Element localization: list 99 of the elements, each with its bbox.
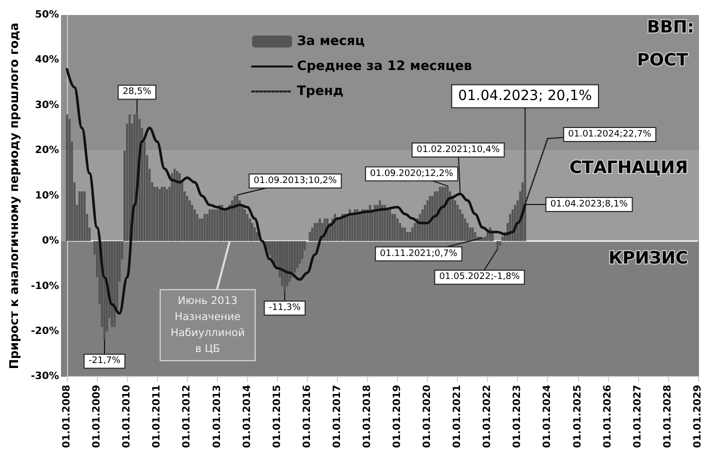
bar (314, 223, 316, 242)
y-tick-label: -30% (30, 371, 59, 382)
bar (396, 218, 399, 242)
bar (194, 209, 196, 242)
bar (274, 241, 276, 264)
y-tick-label: 30% (35, 100, 59, 111)
x-tick-label: 01.01.2014 (242, 384, 253, 448)
y-tick-label: 0% (42, 236, 59, 247)
annotation: 01.01.2024;22,7% (568, 129, 652, 140)
bar (394, 214, 396, 242)
bar (153, 186, 156, 242)
x-tick-label: 01.01.2023 (512, 384, 524, 448)
x-tick-label: 01.01.2025 (572, 384, 584, 448)
bar (456, 204, 459, 242)
bar (248, 218, 251, 242)
x-tick-label: 01.01.2029 (692, 384, 703, 448)
bar (66, 114, 68, 242)
annotation: 01.04.2023;8,1% (550, 199, 628, 210)
bar (156, 186, 158, 242)
annotation: Июнь 2013 Назначение Набиуллиной в ЦБ (170, 295, 245, 356)
annotation: 01.09.2013;10,2% (254, 176, 338, 186)
bar (351, 214, 354, 242)
bar (341, 214, 344, 242)
annotation: ВВП: (647, 18, 694, 38)
y-tick-label: -10% (30, 280, 59, 292)
x-tick-label: 01.01.2011 (152, 384, 163, 448)
bar (83, 191, 86, 242)
y-tick-label: 40% (35, 54, 59, 66)
bar (284, 241, 286, 292)
annotation: 01.09.2020;12,2% (370, 168, 454, 179)
x-tick-label: 01.01.2027 (632, 384, 644, 448)
bar (246, 214, 248, 242)
bar (391, 214, 394, 242)
bar (371, 209, 374, 242)
y-tick-label: 10% (35, 190, 59, 202)
bar (188, 200, 191, 242)
band-label: СТАГНАЦИЯ (569, 158, 688, 178)
bar (498, 241, 502, 246)
bar (78, 191, 81, 242)
legend-label: За месяц (297, 34, 366, 49)
x-tick-label: 01.01.2012 (182, 384, 193, 448)
band-label: РОСТ (637, 50, 688, 70)
bar (388, 209, 392, 242)
bar (166, 189, 168, 242)
annotation: 01.05.2022;-1,8% (439, 272, 520, 282)
x-tick-label: 01.01.2022 (482, 384, 494, 448)
annotation: 01.02.2021;10,4% (416, 145, 500, 156)
x-tick-label: 01.01.2018 (362, 384, 373, 448)
bar (186, 196, 188, 242)
bar (204, 214, 206, 242)
band-label: КРИЗИС (608, 248, 688, 269)
bar (346, 214, 348, 242)
annotation: 01.11.2021;0,7% (380, 248, 458, 259)
bar (231, 200, 234, 242)
bar (198, 218, 201, 242)
bar (163, 186, 166, 242)
bar (160, 186, 164, 242)
x-tick-label: 01.01.2016 (302, 384, 313, 448)
x-tick-label: 01.01.2019 (392, 384, 404, 448)
annotation: -11,3% (268, 303, 302, 314)
legend-label: Тренд (297, 84, 344, 99)
bar (191, 204, 194, 242)
y-axis-title: Прирост к аналогичному периоду прошлого года (7, 22, 21, 370)
x-tick-label: 01.01.2015 (272, 384, 283, 448)
x-tick-label: 01.01.2020 (422, 384, 434, 448)
annotation: 28,5% (122, 87, 152, 98)
annotation: 01.04.2023; 20,1% (458, 88, 592, 104)
bar (196, 214, 198, 242)
legend-label: Среднее за 12 месяцев (297, 59, 472, 74)
bar (271, 241, 274, 260)
bar (461, 214, 464, 242)
bar (268, 241, 271, 255)
bar (234, 196, 236, 242)
bar (80, 191, 84, 242)
x-tick-label: 01.01.2008 (61, 384, 72, 448)
x-tick-label: 01.01.2010 (122, 384, 133, 448)
y-tick-label: 20% (35, 145, 59, 156)
bar (128, 114, 131, 242)
x-tick-label: 01.01.2017 (332, 384, 343, 448)
y-tick-label: 50% (35, 10, 59, 20)
bar (464, 218, 466, 242)
bar (358, 214, 362, 242)
x-tick-label: 01.01.2021 (452, 384, 464, 448)
bar (158, 189, 161, 242)
bar (454, 200, 456, 242)
x-tick-label: 01.01.2028 (662, 384, 674, 448)
bar (228, 204, 231, 242)
x-tick-label: 01.01.2009 (92, 384, 103, 448)
y-tick-label: -20% (30, 326, 59, 338)
bar (301, 241, 304, 260)
x-tick-label: 01.01.2026 (602, 384, 614, 448)
bar (459, 209, 462, 242)
bar (404, 228, 406, 242)
bar (201, 218, 204, 242)
bar (298, 241, 301, 264)
x-tick-label: 01.01.2024 (542, 384, 554, 448)
bar (224, 209, 226, 242)
x-tick-label: 01.01.2013 (212, 384, 223, 448)
annotation: -21,7% (88, 356, 121, 366)
